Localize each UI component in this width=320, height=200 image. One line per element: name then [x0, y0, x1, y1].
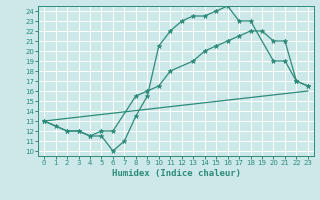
X-axis label: Humidex (Indice chaleur): Humidex (Indice chaleur): [111, 169, 241, 178]
